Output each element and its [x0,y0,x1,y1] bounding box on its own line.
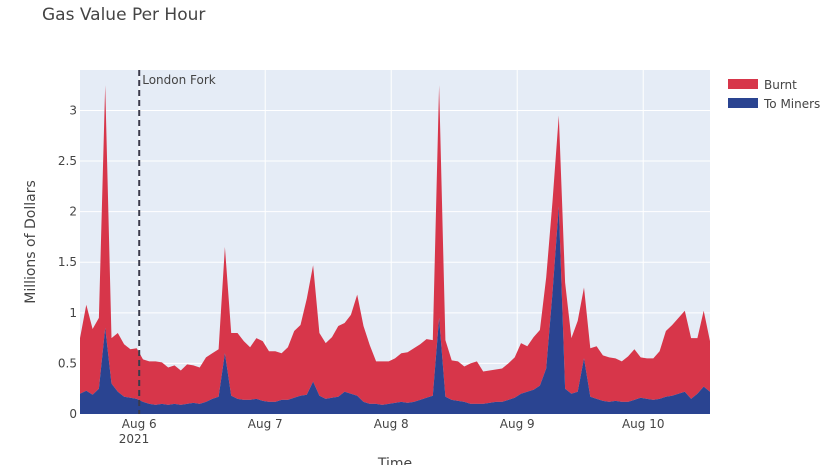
legend-item-burnt[interactable]: Burnt [728,78,797,92]
x-axis-title: Time [377,456,412,465]
y-axis-title: Millions of Dollars [23,180,39,304]
legend-swatch-to-miners [728,98,758,108]
y-tick-label-6: 3 [69,103,77,117]
y-tick-label-5: 2.5 [58,154,77,168]
legend-swatch-burnt [728,79,758,89]
x-tick-labels: Aug 6 Aug 7 Aug 8 Aug 9 Aug 10 [122,417,665,431]
x-tick-label-4: Aug 10 [622,417,665,431]
area-to-miners [80,206,710,414]
legend[interactable]: Burnt To Miners [728,78,820,111]
x-tick-label-0: Aug 6 [122,417,157,431]
legend-label-burnt: Burnt [764,78,797,92]
y-tick-labels: 0 0.5 1 1.5 2 2.5 3 [58,103,77,421]
y-tick-label-0: 0 [69,407,77,421]
chart-title: Gas Value Per Hour [42,5,206,25]
x-tick-label-2: Aug 8 [374,417,409,431]
x-axis-year-label: 2021 [119,432,150,446]
area-series-layer [80,85,710,414]
london-fork-label: London Fork [142,73,216,87]
y-tick-label-2: 1 [69,306,77,320]
x-tick-label-3: Aug 9 [500,417,535,431]
x-tick-label-1: Aug 7 [248,417,283,431]
annotation-layer: London Fork [138,70,216,414]
y-tick-label-4: 2 [69,205,77,219]
y-tick-label-3: 1.5 [58,255,77,269]
y-tick-label-1: 0.5 [58,356,77,370]
area-burnt [80,85,710,405]
legend-item-to-miners[interactable]: To Miners [728,97,820,111]
legend-label-to-miners: To Miners [763,97,820,111]
